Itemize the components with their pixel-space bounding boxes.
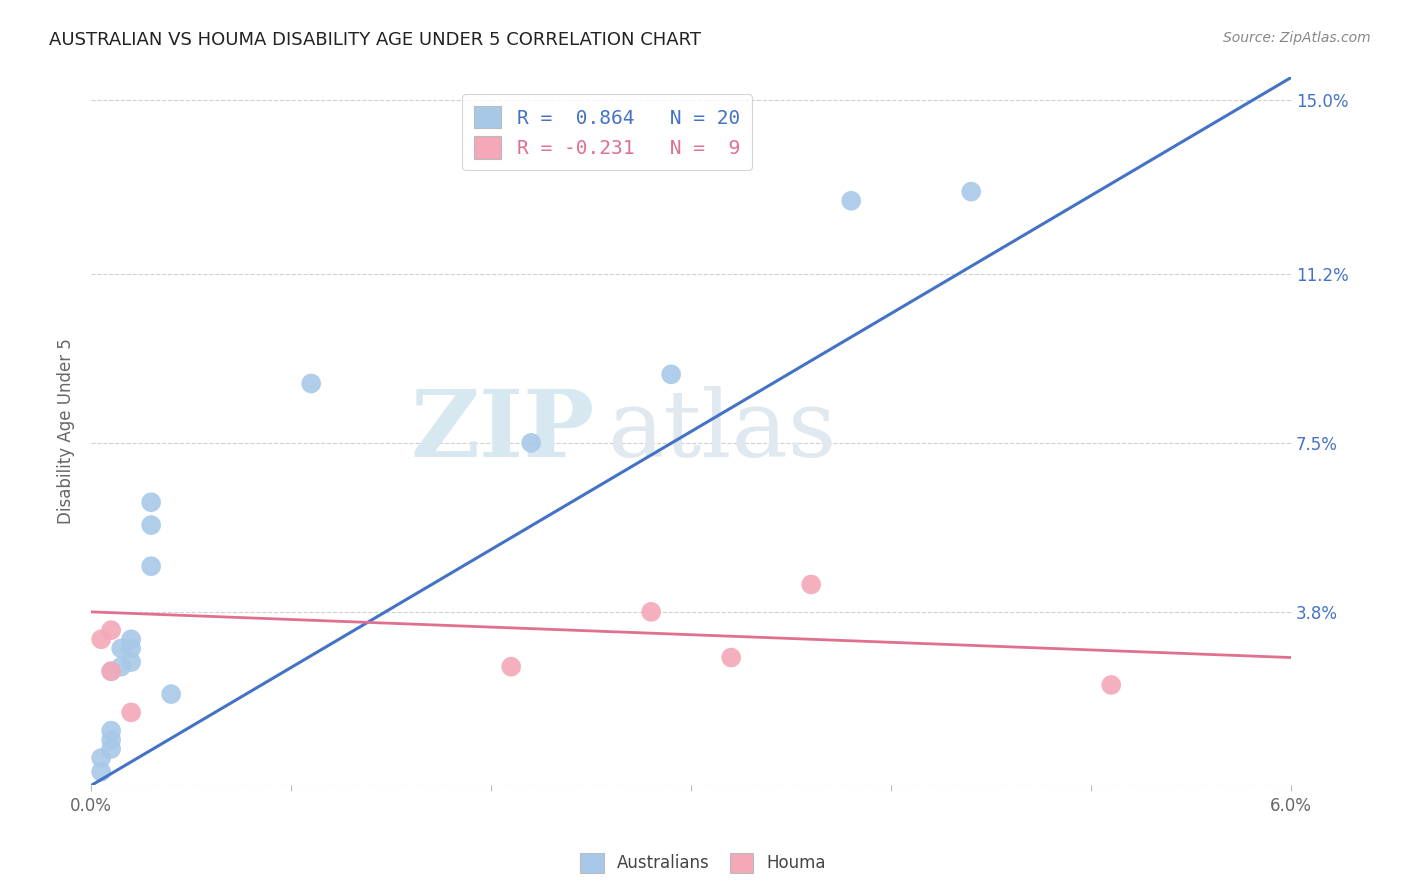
Point	[110, 659, 132, 673]
Point	[100, 665, 122, 679]
Point	[299, 376, 322, 391]
Point	[1099, 678, 1122, 692]
Point	[90, 764, 112, 779]
Point	[100, 732, 122, 747]
Point	[110, 641, 132, 656]
Point	[501, 659, 523, 673]
Point	[100, 623, 122, 637]
Point	[800, 577, 823, 591]
Point	[640, 605, 662, 619]
Text: AUSTRALIAN VS HOUMA DISABILITY AGE UNDER 5 CORRELATION CHART: AUSTRALIAN VS HOUMA DISABILITY AGE UNDER…	[49, 31, 702, 49]
Point	[720, 650, 742, 665]
Point	[120, 655, 142, 669]
Point	[120, 706, 142, 720]
Text: atlas: atlas	[607, 386, 837, 476]
Point	[120, 632, 142, 647]
Point	[120, 641, 142, 656]
Point	[659, 368, 682, 382]
Point	[520, 435, 543, 450]
Point	[141, 495, 163, 509]
Point	[141, 559, 163, 574]
Text: Source: ZipAtlas.com: Source: ZipAtlas.com	[1223, 31, 1371, 45]
Legend: Australians, Houma: Australians, Houma	[574, 847, 832, 880]
Legend: R =  0.864   N = 20, R = -0.231   N =  9: R = 0.864 N = 20, R = -0.231 N = 9	[463, 95, 752, 170]
Text: ZIP: ZIP	[411, 386, 595, 476]
Point	[960, 185, 983, 199]
Point	[100, 742, 122, 756]
Point	[160, 687, 183, 701]
Point	[839, 194, 862, 208]
Y-axis label: Disability Age Under 5: Disability Age Under 5	[58, 338, 75, 524]
Point	[90, 751, 112, 765]
Point	[100, 723, 122, 738]
Point	[100, 665, 122, 679]
Point	[141, 518, 163, 533]
Point	[90, 632, 112, 647]
